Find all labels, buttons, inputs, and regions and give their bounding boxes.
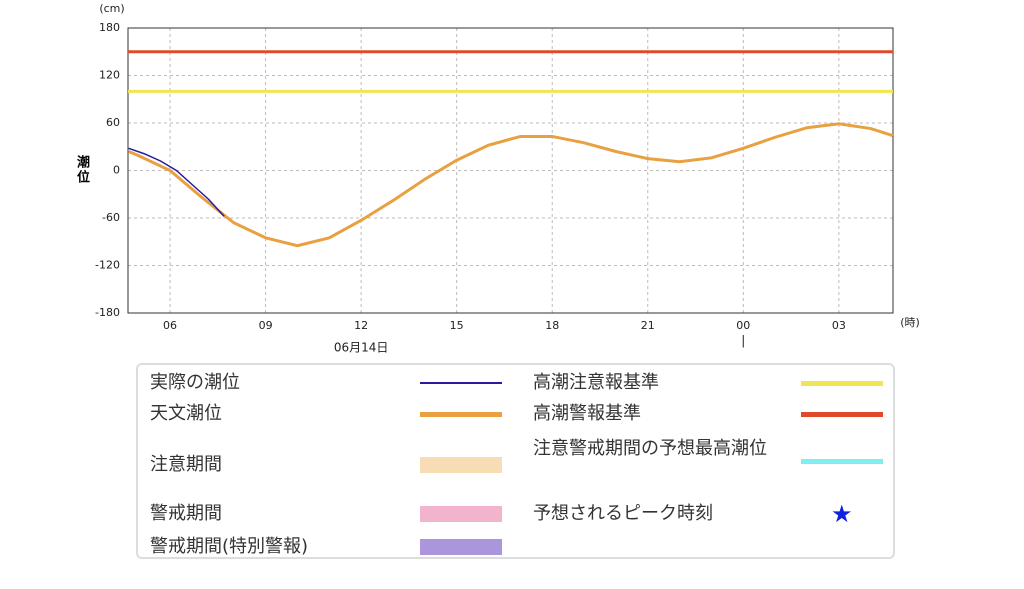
y-unit: (cm) — [99, 2, 124, 15]
legend-label: 注意期間 — [150, 454, 222, 475]
y-tick-label: 120 — [99, 69, 120, 82]
y-tick-label: 60 — [106, 116, 120, 129]
legend-swatch — [420, 506, 502, 522]
y-tick-label: 0 — [113, 164, 120, 177]
legend-label: 警戒期間 — [150, 503, 222, 524]
plot-frame — [127, 27, 894, 314]
x-unit: (時) — [900, 316, 920, 329]
chart: (cm) (時) 180 120 60 0 -60 -120 -180 06 09 12 15 18 2… — [95, 2, 920, 355]
y-axis-title: 潮位 — [74, 155, 89, 185]
legend-swatch — [801, 458, 883, 464]
legend-label: 実際の潮位 — [150, 372, 240, 393]
y-tick-label: -120 — [95, 259, 120, 272]
legend-swatch — [420, 457, 502, 473]
legend-label: 警戒期間(特別警報) — [150, 536, 309, 557]
series-line — [128, 147, 225, 217]
x-tick-label: 12 — [354, 319, 368, 332]
x-tick-label: 09 — [259, 319, 273, 332]
legend-swatch: ★ — [831, 500, 853, 528]
legend-swatch — [420, 539, 502, 555]
y-tick-label: -180 — [95, 306, 120, 319]
date-label: 06月14日 — [334, 341, 389, 355]
legend-label: 高潮注意報基準 — [533, 372, 659, 393]
legend-swatch — [801, 380, 883, 386]
day-boundary: | — [741, 334, 745, 348]
x-tick-label: 15 — [450, 319, 464, 332]
legend-swatch — [801, 411, 883, 417]
x-tick-label: 06 — [163, 319, 177, 332]
x-tick-label: 18 — [545, 319, 559, 332]
legend-label: 天文潮位 — [150, 403, 222, 424]
legend-label: 注意警戒期間の予想最高潮位 — [533, 438, 767, 459]
x-tick-label: 00 — [736, 319, 750, 332]
series-line — [128, 122, 894, 248]
y-tick-label: -60 — [102, 211, 120, 224]
legend-label: 高潮警報基準 — [533, 403, 641, 424]
legend-label: 予想されるピーク時刻 — [533, 503, 713, 524]
legend-swatch — [420, 382, 502, 384]
x-tick-label: 21 — [641, 319, 655, 332]
legend-swatch — [420, 411, 502, 417]
x-tick-label: 03 — [832, 319, 846, 332]
y-tick-label: 180 — [99, 21, 120, 34]
legend: 実際の潮位天文潮位注意期間警戒期間警戒期間(特別警報) 高潮注意報基準 高潮警報基準… — [136, 363, 895, 559]
